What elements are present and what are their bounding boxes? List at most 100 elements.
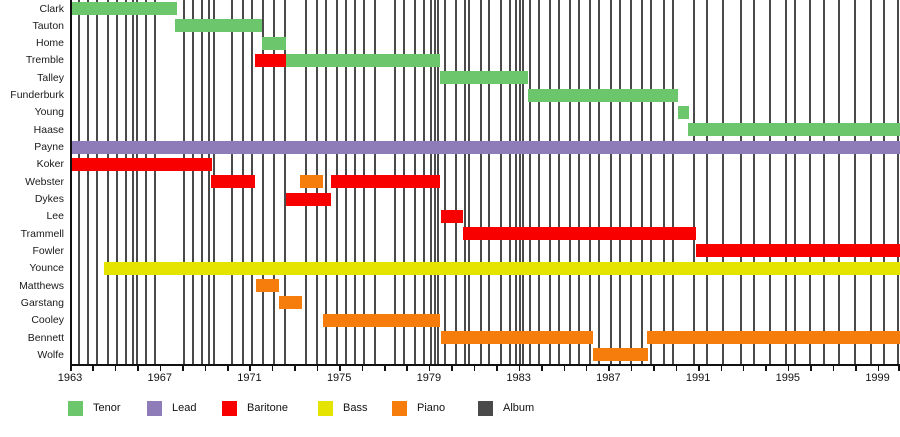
legend-label: Bass xyxy=(343,402,368,414)
member-label: Bennett xyxy=(27,331,64,344)
album-line xyxy=(721,0,724,364)
axis-tick xyxy=(898,366,900,371)
timeline-bar-tenor xyxy=(286,53,441,67)
member-label: Funderburk xyxy=(10,89,64,102)
album-line xyxy=(443,0,446,364)
album-line xyxy=(883,0,886,364)
timeline-bar-tenor xyxy=(440,71,528,85)
legend-label: Tenor xyxy=(93,402,121,414)
axis-tick xyxy=(877,366,880,371)
member-label: Haase xyxy=(33,123,64,136)
axis-tick xyxy=(406,366,408,371)
album-line xyxy=(522,0,525,364)
album-line xyxy=(784,0,787,364)
album-line xyxy=(145,0,148,364)
axis-tick xyxy=(473,366,476,371)
axis-tick xyxy=(339,366,341,371)
axis-year-label: 1975 xyxy=(326,372,352,384)
axis-tick xyxy=(855,366,857,371)
timeline-bar-tenor xyxy=(175,19,262,33)
album-line xyxy=(273,0,276,364)
legend-item-baritone: Baritone xyxy=(222,401,297,417)
axis-tick xyxy=(585,366,588,371)
album-line xyxy=(768,0,771,364)
album-line xyxy=(131,0,134,364)
timeline-bar-baritone xyxy=(462,227,696,241)
member-label: Wolfe xyxy=(37,348,64,361)
axis-tick xyxy=(114,366,117,371)
album-line xyxy=(515,0,518,364)
axis-tick xyxy=(832,366,835,371)
album-line xyxy=(629,0,632,364)
album-line xyxy=(261,0,264,364)
legend-label: Piano xyxy=(417,402,446,414)
axis-tick xyxy=(227,366,229,371)
member-label: Tremble xyxy=(25,54,64,67)
member-label: Home xyxy=(35,37,64,50)
member-label: Trammell xyxy=(20,227,64,240)
timeline-bar-baritone xyxy=(331,175,441,189)
album-line xyxy=(499,0,502,364)
album-line xyxy=(488,0,491,364)
album-line xyxy=(284,0,287,364)
axis-tick xyxy=(137,366,139,371)
y-axis-line xyxy=(70,0,72,366)
axis-tick xyxy=(653,366,655,371)
member-label: Matthews xyxy=(19,279,64,292)
album-line xyxy=(192,0,195,364)
album-line xyxy=(753,0,756,364)
timeline-bar-piano xyxy=(256,279,279,293)
album-line xyxy=(136,0,139,364)
member-label: Fowler xyxy=(32,244,64,257)
album-line xyxy=(578,0,581,364)
album-line xyxy=(618,0,621,364)
legend-item-tenor: Tenor xyxy=(68,401,143,417)
axis-tick xyxy=(451,366,453,371)
timeline-bar-piano xyxy=(299,175,324,189)
axis-tick xyxy=(249,366,251,371)
axis-tick xyxy=(787,366,790,371)
album-line xyxy=(854,0,857,364)
axis-year-label: 1967 xyxy=(147,372,172,384)
legend-item-bass: Bass xyxy=(318,401,393,417)
album-line xyxy=(869,0,872,364)
timeline-bar-tenor xyxy=(261,36,287,50)
timeline-bar-bass xyxy=(103,261,900,275)
axis-tick xyxy=(518,366,521,371)
album-line xyxy=(896,0,899,364)
member-label: Clark xyxy=(39,2,64,15)
member-label: Dykes xyxy=(34,193,64,206)
album-line xyxy=(609,0,612,364)
album-line xyxy=(107,0,110,364)
legend-label: Baritone xyxy=(247,402,288,414)
album-line xyxy=(183,0,186,364)
legend-swatch-lead xyxy=(147,401,162,416)
album-line xyxy=(641,0,644,364)
timeline-bar-baritone xyxy=(286,192,332,206)
timeline-bar-baritone xyxy=(70,157,213,171)
timeline-bar-piano xyxy=(278,296,303,310)
album-line xyxy=(116,0,119,364)
album-line xyxy=(589,0,592,364)
album-line xyxy=(650,0,652,364)
legend-swatch-tenor xyxy=(68,401,83,416)
member-label: Young xyxy=(34,106,64,119)
axis-tick xyxy=(70,366,72,371)
album-line xyxy=(692,0,695,364)
album-line xyxy=(793,0,796,364)
album-line xyxy=(201,0,204,364)
member-label: Younce xyxy=(29,262,64,275)
legend-item-album: Album xyxy=(478,401,553,417)
axis-year-label: 1991 xyxy=(685,372,711,384)
album-line xyxy=(479,0,482,364)
member-label: Cooley xyxy=(31,314,64,327)
axis-tick xyxy=(496,366,498,371)
timeline-bar-piano xyxy=(646,331,900,345)
timeline-bar-tenor xyxy=(527,88,678,102)
timeline-bar-baritone xyxy=(695,244,900,258)
member-label: Garstang xyxy=(20,296,64,309)
album-line xyxy=(706,0,709,364)
album-line xyxy=(663,0,666,364)
axis-year-label: 1995 xyxy=(775,372,801,384)
album-line xyxy=(454,0,457,364)
